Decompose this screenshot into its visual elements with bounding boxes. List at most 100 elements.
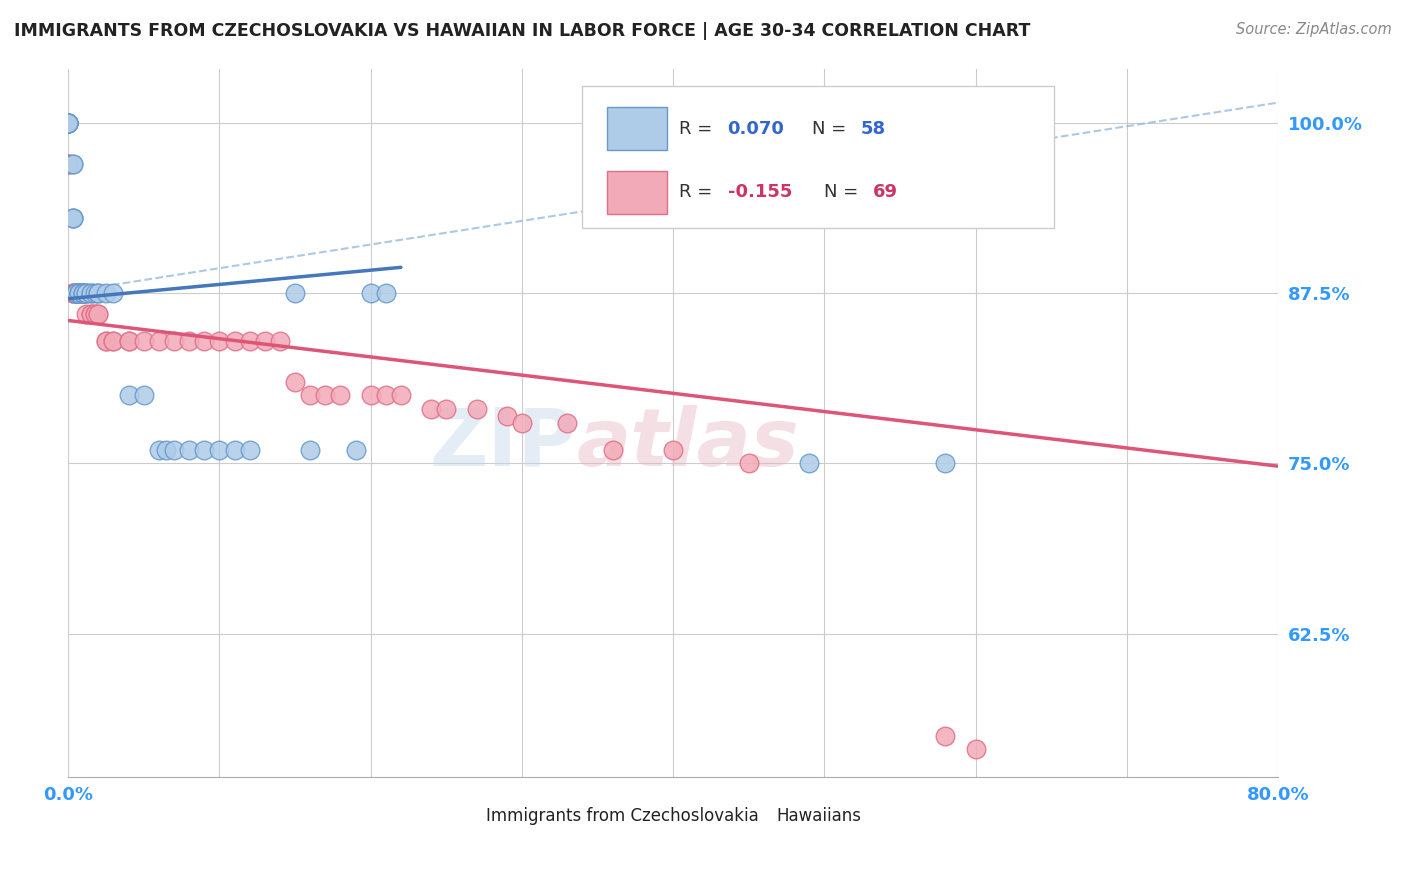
Point: [555, 416, 578, 430]
Point: [87, 286, 110, 301]
Point: [67, 286, 90, 301]
Point: [67, 286, 90, 301]
Text: Immigrants from Czechoslovakia: Immigrants from Czechoslovakia: [485, 806, 758, 824]
Point: [495, 409, 517, 423]
Point: [314, 388, 336, 402]
Point: [224, 442, 246, 457]
Point: [269, 334, 291, 348]
Point: [420, 402, 443, 417]
Text: N =: N =: [813, 120, 852, 137]
Point: [72, 286, 94, 301]
Point: [56, 116, 79, 130]
Point: [56, 116, 79, 130]
Point: [284, 286, 307, 301]
Point: [62, 157, 84, 171]
Text: -0.155: -0.155: [727, 184, 792, 202]
Point: [163, 442, 186, 457]
Point: [738, 457, 761, 471]
FancyBboxPatch shape: [582, 87, 1054, 227]
Point: [103, 334, 125, 348]
Point: [56, 157, 79, 171]
Text: Hawaiians: Hawaiians: [776, 806, 860, 824]
Point: [94, 334, 117, 348]
Point: [65, 286, 87, 301]
Point: [80, 286, 103, 301]
Point: [965, 742, 987, 756]
Point: [56, 157, 79, 171]
Point: [72, 286, 94, 301]
Point: [62, 286, 84, 301]
Point: [934, 457, 956, 471]
Point: [94, 334, 117, 348]
Bar: [606, 171, 666, 214]
Text: 69: 69: [873, 184, 898, 202]
Point: [65, 286, 87, 301]
Point: [84, 286, 107, 301]
Point: [84, 307, 107, 321]
Point: [62, 286, 84, 301]
Point: [67, 286, 90, 301]
Point: [56, 116, 79, 130]
Point: [65, 286, 87, 301]
Point: [179, 442, 201, 457]
Point: [299, 442, 322, 457]
Point: [56, 116, 79, 130]
Point: [62, 211, 84, 226]
Point: [193, 442, 215, 457]
Point: [148, 334, 170, 348]
Point: [75, 307, 97, 321]
Point: [239, 334, 262, 348]
Text: R =: R =: [679, 120, 718, 137]
Point: [193, 334, 215, 348]
Point: [510, 416, 533, 430]
Point: [284, 375, 307, 389]
Point: [72, 286, 94, 301]
Point: [662, 442, 685, 457]
Point: [62, 211, 84, 226]
Point: [360, 388, 382, 402]
Point: [132, 334, 155, 348]
Point: [87, 307, 110, 321]
Point: [253, 334, 276, 348]
Point: [299, 388, 322, 402]
Point: [224, 334, 246, 348]
Point: [62, 211, 84, 226]
Point: [56, 116, 79, 130]
Point: [75, 286, 97, 301]
Point: [934, 729, 956, 743]
Point: [62, 157, 84, 171]
Point: [65, 286, 87, 301]
Point: [360, 286, 382, 301]
Point: [132, 388, 155, 402]
Point: [67, 286, 90, 301]
Point: [208, 442, 231, 457]
Point: [344, 442, 367, 457]
Bar: [432, 802, 474, 830]
Point: [72, 286, 94, 301]
Point: [65, 286, 87, 301]
Point: [163, 334, 186, 348]
Point: [65, 286, 87, 301]
Point: [75, 286, 97, 301]
Point: [208, 334, 231, 348]
Point: [155, 442, 177, 457]
Point: [56, 116, 79, 130]
Point: [87, 307, 110, 321]
Point: [117, 334, 139, 348]
Point: [72, 286, 94, 301]
Point: [329, 388, 352, 402]
Text: atlas: atlas: [576, 405, 799, 483]
Point: [239, 442, 262, 457]
Point: [87, 286, 110, 301]
Text: 0.070: 0.070: [727, 120, 785, 137]
Point: [56, 157, 79, 171]
Point: [799, 457, 821, 471]
Point: [84, 307, 107, 321]
Point: [434, 402, 457, 417]
Point: [94, 286, 117, 301]
Point: [75, 286, 97, 301]
Point: [117, 388, 139, 402]
Point: [80, 286, 103, 301]
Point: [56, 116, 79, 130]
Text: ZIP: ZIP: [429, 405, 576, 483]
